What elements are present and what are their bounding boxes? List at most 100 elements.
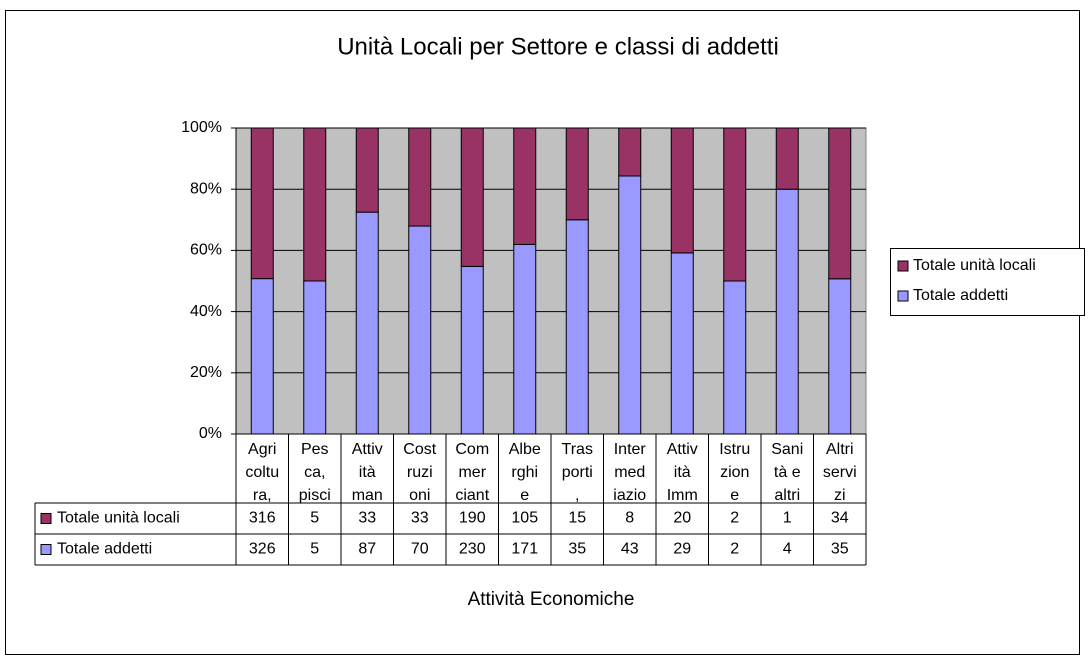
x-tick-label: ità — [674, 464, 691, 481]
table-value: 20 — [673, 510, 691, 527]
y-tick-label: 80% — [190, 180, 222, 197]
table-value: 171 — [511, 541, 538, 558]
bar-segment — [408, 127, 432, 227]
table-value: 326 — [249, 541, 276, 558]
table-value: 70 — [411, 541, 429, 558]
x-tick-label: ruzi — [407, 464, 433, 481]
table-legend-key — [40, 544, 52, 555]
x-tick-label: Pes — [301, 441, 329, 458]
legend-label: Totale unità locali — [913, 257, 1036, 274]
x-tick-label: Attiv — [667, 441, 698, 458]
table-value: 35 — [831, 541, 849, 558]
x-tick-label: porti — [562, 464, 593, 481]
table-value: 35 — [568, 541, 586, 558]
table-value: 1 — [783, 510, 792, 527]
table-value: 33 — [411, 510, 429, 527]
bar-segment — [670, 252, 694, 435]
table-value: 87 — [358, 541, 376, 558]
bar-segment — [723, 127, 747, 282]
bar-segment — [303, 280, 327, 435]
bar-segment — [303, 127, 327, 282]
x-tick-label: ità — [359, 464, 376, 481]
x-tick-label: mer — [458, 464, 486, 481]
bar-segment — [775, 188, 799, 435]
x-tick-label: Tras — [562, 441, 593, 458]
table-value: 105 — [511, 510, 538, 527]
x-tick-label: e — [730, 487, 739, 504]
bar-segment — [565, 127, 589, 221]
x-tick-label: Agri — [248, 441, 276, 458]
plot-area — [235, 127, 867, 435]
bar-segment — [723, 280, 747, 435]
table-value: 230 — [459, 541, 486, 558]
table-row-label: Totale addetti — [57, 541, 152, 558]
x-tick-label: zi — [834, 487, 846, 504]
table-row-label: Totale unità locali — [57, 510, 180, 527]
bar-segment — [828, 278, 852, 435]
x-tick-label: Altri — [826, 441, 854, 458]
table-value: 29 — [673, 541, 691, 558]
x-tick-label: man — [352, 487, 383, 504]
table-value: 15 — [568, 510, 586, 527]
x-tick-label: pisci — [299, 487, 331, 504]
bar-segment — [460, 127, 484, 267]
legend-key — [897, 290, 909, 302]
table-legend-key — [40, 513, 52, 524]
bar-segment — [250, 278, 274, 435]
y-tick-label: 0% — [199, 425, 222, 442]
table-value: 4 — [783, 541, 792, 558]
legend-box — [890, 248, 1085, 316]
table-value: 190 — [459, 510, 486, 527]
x-axis-title: Attività Economiche — [468, 589, 635, 610]
chart-title: Unità Locali per Settore e classi di add… — [337, 33, 779, 60]
bar-segment — [250, 127, 274, 280]
x-tick-label: Com — [455, 441, 489, 458]
bar-segment — [670, 127, 694, 254]
x-tick-label: Imm — [667, 487, 698, 504]
table-value: 5 — [310, 510, 319, 527]
bar-segment — [513, 243, 537, 435]
x-tick-label: Albe — [509, 441, 541, 458]
x-tick-label: oni — [409, 487, 430, 504]
table-value: 5 — [310, 541, 319, 558]
legend-label: Totale addetti — [913, 287, 1008, 304]
bar-segment — [618, 175, 642, 435]
x-tick-label: tà e — [774, 464, 801, 481]
x-tick-label: Inter — [614, 441, 647, 458]
x-tick-label: ca, — [304, 464, 325, 481]
x-tick-label: Sani — [771, 441, 803, 458]
x-tick-label: ra, — [253, 487, 272, 504]
y-tick-label: 100% — [181, 119, 222, 136]
table-value: 43 — [621, 541, 639, 558]
table-value: 2 — [730, 541, 739, 558]
table-value: 34 — [831, 510, 849, 527]
y-tick-label: 40% — [190, 303, 222, 320]
x-tick-label: coltu — [245, 464, 279, 481]
x-tick-label: Cost — [403, 441, 436, 458]
x-tick-label: , — [575, 487, 579, 504]
x-tick-label: rghi — [511, 464, 538, 481]
x-tick-label: e — [520, 487, 529, 504]
legend-key — [897, 260, 909, 272]
bar-segment — [775, 127, 799, 190]
x-tick-label: med — [614, 464, 645, 481]
y-tick-label: 60% — [190, 242, 222, 259]
bar-segment — [828, 127, 852, 280]
x-tick-label: zion — [720, 464, 749, 481]
bar-segment — [618, 127, 642, 177]
x-tick-label: altri — [774, 487, 800, 504]
bar-segment — [513, 127, 537, 245]
bar-segment — [355, 211, 379, 435]
bar-segment — [355, 127, 379, 213]
bar-segment — [565, 219, 589, 435]
bar-segment — [408, 225, 432, 435]
x-tick-label: servi — [823, 464, 857, 481]
table-value: 2 — [730, 510, 739, 527]
y-tick-label: 20% — [190, 364, 222, 381]
x-tick-label: Attiv — [352, 441, 383, 458]
table-value: 33 — [358, 510, 376, 527]
x-tick-label: Istru — [719, 441, 750, 458]
x-tick-label: ciant — [455, 487, 489, 504]
x-tick-label: iazio — [613, 487, 646, 504]
